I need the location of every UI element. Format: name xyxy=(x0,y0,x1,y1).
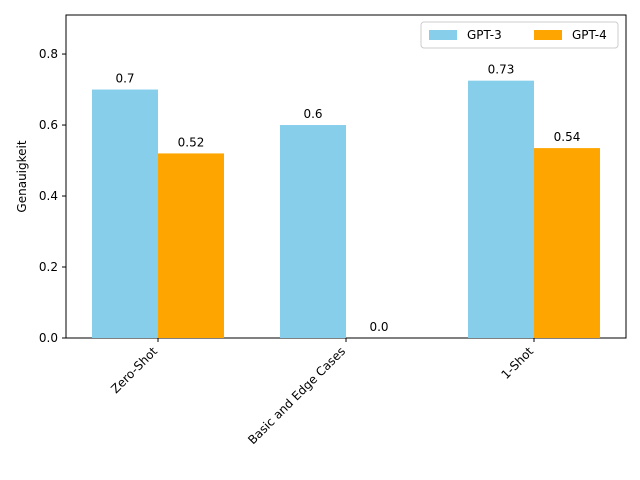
data-label: 0.73 xyxy=(488,63,515,77)
data-label: 0.7 xyxy=(115,72,134,86)
data-labels: 0.7 0.6 0.73 0.52 0.0 0.54 xyxy=(115,63,580,334)
data-label: 0.52 xyxy=(178,135,205,149)
legend: GPT-3 GPT-4 xyxy=(420,21,619,49)
legend-entry: GPT-3 xyxy=(467,28,502,42)
bar-gpt-4-1 xyxy=(158,153,224,338)
bar-gpt-4-3 xyxy=(534,148,600,338)
bar-gpt-3-2 xyxy=(280,125,346,339)
bars xyxy=(92,80,600,339)
legend-box xyxy=(420,21,619,49)
y-axis: 0.0 0.2 0.4 0.6 0.8 xyxy=(39,47,66,345)
y-tick-label: 0.0 xyxy=(39,331,58,345)
x-axis: Zero-Shot Basic and Edge Cases 1-Shot xyxy=(108,338,536,447)
bar-gpt-3-1 xyxy=(92,89,158,339)
data-label: 0.6 xyxy=(303,107,322,121)
legend-swatch xyxy=(534,30,562,40)
y-axis-label: Genauigkeit xyxy=(15,140,29,212)
plot-area: 0.7 0.6 0.73 0.52 0.0 0.54 xyxy=(65,14,627,339)
y-tick-label: 0.4 xyxy=(39,189,58,203)
legend-swatch xyxy=(429,30,457,40)
y-tick-label: 0.6 xyxy=(39,118,58,132)
x-tick-label: Basic and Edge Cases xyxy=(245,344,348,447)
legend-entry: GPT-4 xyxy=(572,28,607,42)
x-tick-label: Zero-Shot xyxy=(108,344,160,396)
bar-gpt-3-3 xyxy=(468,80,534,339)
data-label: 0.54 xyxy=(554,130,581,144)
x-tick-label: 1-Shot xyxy=(498,344,536,382)
y-tick-label: 0.2 xyxy=(39,260,58,274)
data-label: 0.0 xyxy=(369,320,388,334)
y-tick-label: 0.8 xyxy=(39,47,58,61)
